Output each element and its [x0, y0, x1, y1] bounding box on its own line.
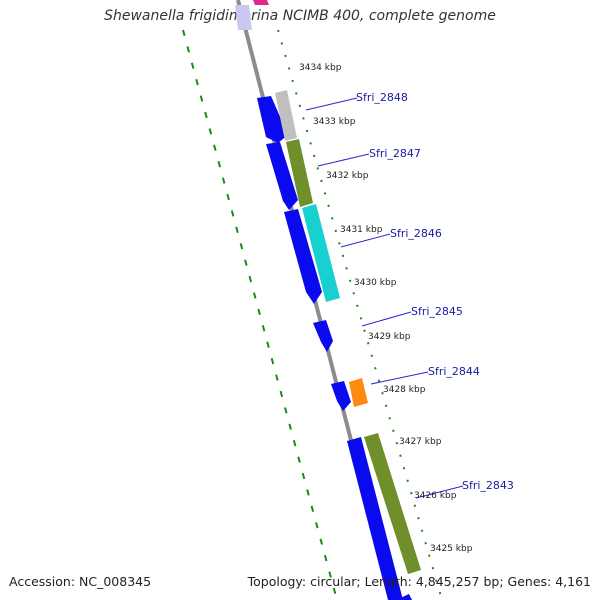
tick-label: 3433 kbp: [313, 117, 356, 127]
genome-title: Shewanella frigidimarina NCIMB 400, comp…: [104, 8, 496, 24]
tick-label: 3431 kbp: [340, 225, 383, 235]
cds-arrow: [284, 209, 322, 304]
feature-olive: [286, 139, 313, 207]
tick-label: 3429 kbp: [368, 332, 411, 342]
gc-skew-track-outer: [277, 29, 443, 600]
cds-arrow: [266, 142, 298, 210]
tick-label: 3434 kbp: [299, 63, 342, 73]
accession-text: Accession: NC_008345: [9, 574, 152, 589]
gene-label-leader: [415, 485, 464, 499]
feature-gray: [275, 90, 297, 141]
cds-arrow: [347, 437, 403, 600]
gene-label-leader: [370, 371, 429, 385]
tick-label: 3432 kbp: [326, 171, 369, 181]
feature-pink-top: [253, 0, 269, 5]
tick-label: 3428 kbp: [383, 385, 426, 395]
gene-label[interactable]: Sfri_2847: [369, 147, 421, 160]
gene-label[interactable]: Sfri_2844: [428, 365, 480, 378]
gene-label-leader: [317, 153, 370, 167]
gene-label-leader: [361, 311, 412, 327]
tick-label: 3430 kbp: [354, 278, 397, 288]
feature-lavender-top: [235, 5, 252, 30]
gene-label[interactable]: Sfri_2848: [356, 91, 408, 104]
feature-cyan: [302, 204, 340, 302]
feature-orange: [349, 378, 368, 407]
gene-label-leader: [340, 233, 391, 248]
feature-olive-2: [364, 433, 421, 574]
cds-arrow: [396, 594, 412, 600]
gc-content-track: [182, 29, 338, 600]
cds-arrow: [313, 320, 333, 352]
gene-label[interactable]: Sfri_2846: [390, 227, 442, 240]
gene-label-leader: [305, 97, 358, 111]
tick-label: 3425 kbp: [430, 544, 473, 554]
gene-label[interactable]: Sfri_2845: [411, 305, 463, 318]
tick-label: 3426 kbp: [414, 491, 457, 501]
cds-arrow: [331, 381, 351, 411]
gene-label[interactable]: Sfri_2843: [462, 479, 514, 492]
cds-arrow: [257, 96, 288, 143]
tick-label: 3427 kbp: [399, 437, 442, 447]
genome-summary-text: Topology: circular; Length: 4,845,257 bp…: [247, 574, 591, 589]
